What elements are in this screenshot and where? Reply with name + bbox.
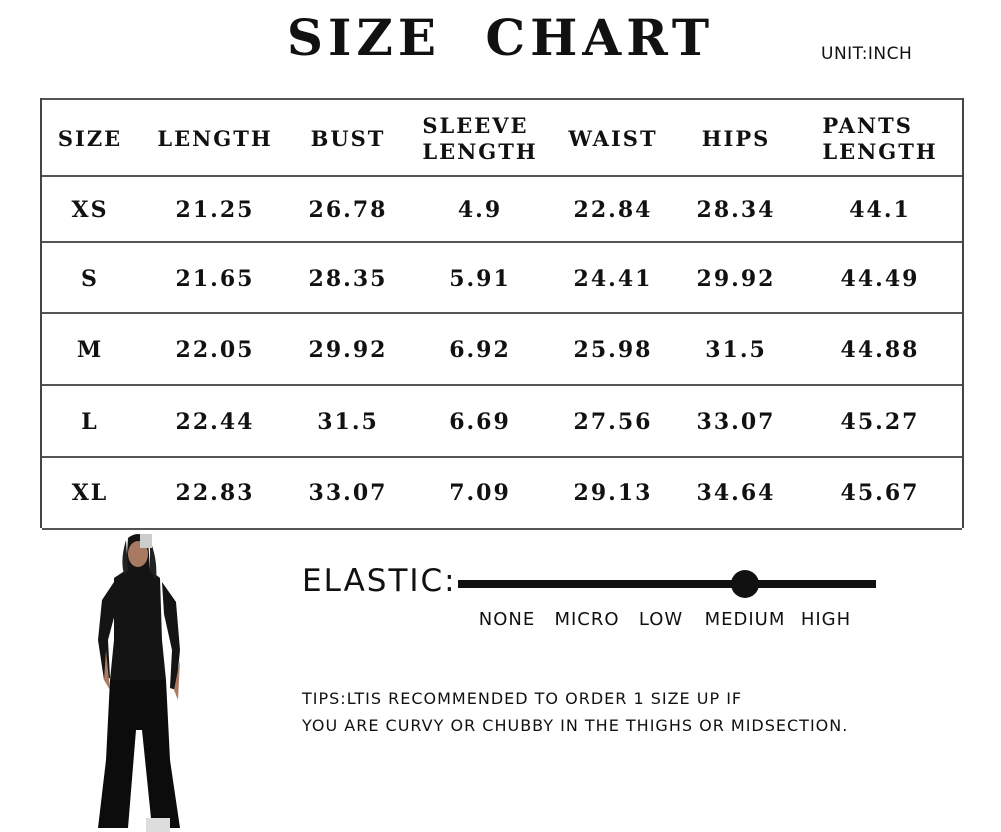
column-header: WAIST [568, 125, 658, 151]
table-cell: 44.1 [849, 197, 911, 223]
table-row: L 22.44 31.5 6.69 27.56 33.07 45.27 [42, 384, 962, 458]
table-cell: 6.69 [449, 409, 511, 435]
table-cell: 24.41 [573, 265, 653, 292]
column-header: PANTS LENGTH [822, 112, 938, 164]
table-cell: 31.5 [317, 409, 379, 435]
table-cell: 45.27 [840, 409, 920, 435]
elastic-track [458, 580, 876, 588]
size-table: SIZE LENGTH BUST SLEEVE LENGTH WAIST HIPS PANT… [40, 98, 964, 530]
column-header: HIPS [701, 125, 771, 151]
table-cell: S [81, 265, 99, 292]
elastic-level-low: LOW [638, 609, 684, 630]
column-header: LENGTH [157, 125, 273, 151]
table-row: M 22.05 29.92 6.92 25.98 31.5 44.88 [42, 312, 962, 386]
table-cell: 22.84 [573, 197, 653, 223]
elastic-scale [458, 570, 876, 598]
table-cell: L [81, 409, 99, 435]
table-row: XS 21.25 26.78 4.9 22.84 28.34 44.1 [42, 175, 962, 243]
table-row: XL 22.83 33.07 7.09 29.13 34.64 45.67 [42, 456, 962, 530]
table-cell: 27.56 [573, 409, 653, 435]
table-cell: 29.13 [573, 480, 653, 506]
tip-line-1: TIPS:LTIS RECOMMENDED TO ORDER 1 SIZE UP… [302, 689, 743, 708]
elastic-level-micro: MICRO [554, 609, 620, 630]
elastic-level-medium: MEDIUM [704, 609, 786, 630]
elastic-level-none: NONE [478, 609, 536, 630]
table-row: S 21.65 28.35 5.91 24.41 29.92 44.49 [42, 241, 962, 314]
table-cell: 21.25 [175, 197, 255, 223]
model-photo [98, 534, 180, 832]
table-cell: 34.64 [696, 480, 776, 506]
table-cell: 4.9 [457, 197, 503, 223]
table-cell: 6.92 [449, 337, 511, 363]
table-cell: 44.49 [840, 265, 920, 292]
table-cell: XS [71, 197, 109, 223]
table-cell: 28.34 [696, 197, 776, 223]
table-cell: 33.07 [696, 409, 776, 435]
table-cell: 26.78 [308, 197, 388, 223]
table-cell: M [76, 337, 104, 363]
unit-label: UNIT:INCH [821, 44, 913, 64]
table-cell: 25.98 [573, 337, 653, 363]
table-cell: 21.65 [175, 265, 255, 292]
table-cell: 28.35 [308, 265, 388, 292]
elastic-label: ELASTIC: [302, 563, 457, 599]
table-cell: 22.05 [175, 337, 255, 363]
column-header: BUST [310, 125, 386, 151]
table-cell: 5.91 [449, 265, 511, 292]
table-cell: 45.67 [840, 480, 920, 506]
page-title: SIZE CHART [286, 8, 715, 67]
table-cell: 44.88 [840, 337, 920, 363]
table-cell: XL [71, 480, 109, 506]
tip-line-2: YOU ARE CURVY OR CHUBBY IN THE THIGHS OR… [302, 716, 849, 735]
table-cell: 29.92 [308, 337, 388, 363]
table-cell: 31.5 [705, 337, 767, 363]
column-header: SLEEVE LENGTH [422, 112, 538, 164]
table-cell: 33.07 [308, 480, 388, 506]
elastic-level-high: HIGH [800, 609, 852, 630]
elastic-knob [731, 570, 759, 598]
table-cell: 22.83 [175, 480, 255, 506]
table-cell: 29.92 [696, 265, 776, 292]
table-header-row: SIZE LENGTH BUST SLEEVE LENGTH WAIST HIPS PANT… [42, 98, 962, 177]
table-cell: 7.09 [449, 480, 511, 506]
table-cell: 22.44 [175, 409, 255, 435]
column-header: SIZE [57, 125, 123, 151]
